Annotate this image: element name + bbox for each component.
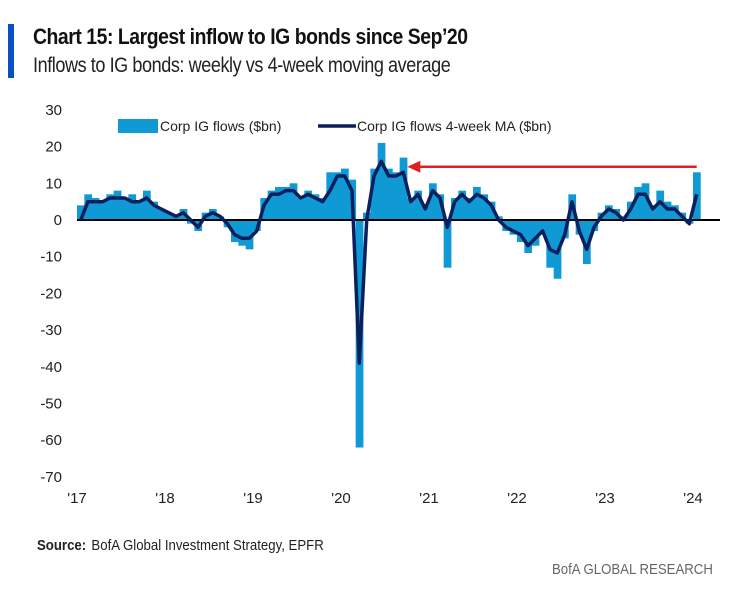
x-tick-label: '17 bbox=[67, 490, 87, 507]
flow-bar bbox=[91, 197, 100, 220]
flow-bar bbox=[319, 197, 327, 220]
flow-bar bbox=[641, 183, 650, 220]
flow-bar bbox=[128, 194, 137, 220]
x-tick-label: '24 bbox=[683, 490, 703, 507]
flow-bar bbox=[634, 186, 643, 220]
source-label: Source: bbox=[37, 537, 87, 554]
flow-bar bbox=[157, 208, 166, 220]
source-text: BofA Global Investment Strategy, EPFR bbox=[91, 537, 324, 554]
flow-bar bbox=[392, 172, 401, 220]
flow-bar bbox=[143, 190, 151, 220]
flow-bar bbox=[414, 190, 423, 220]
flow-bar bbox=[407, 197, 415, 220]
flow-bar bbox=[443, 220, 452, 268]
y-tick-label: -40 bbox=[40, 359, 62, 376]
flow-bar bbox=[275, 186, 283, 220]
x-tick-label: '23 bbox=[595, 490, 615, 507]
flow-bar bbox=[480, 194, 489, 220]
flow-bar bbox=[165, 212, 173, 220]
flow-bar bbox=[311, 194, 320, 220]
flow-bar bbox=[121, 197, 129, 220]
flow-bar bbox=[231, 220, 239, 243]
flow-bar bbox=[487, 201, 496, 220]
flow-bar bbox=[304, 190, 313, 220]
flow-bar bbox=[370, 168, 379, 220]
x-tick-label: '18 bbox=[155, 490, 175, 507]
flow-bar bbox=[539, 220, 547, 235]
arrow-head bbox=[407, 160, 421, 173]
y-tick-label: 30 bbox=[45, 102, 62, 119]
flow-bar bbox=[458, 190, 467, 220]
y-tick-label: -50 bbox=[40, 396, 62, 413]
x-tick-label: '21 bbox=[419, 490, 439, 507]
flow-bar bbox=[99, 201, 107, 220]
y-tick-label: -60 bbox=[40, 432, 62, 449]
flow-bar bbox=[465, 197, 474, 220]
flow-bar bbox=[150, 201, 159, 220]
flow-bar bbox=[451, 197, 459, 220]
flow-bar bbox=[377, 142, 386, 220]
flow-bar bbox=[289, 183, 298, 220]
flow-bar bbox=[524, 220, 533, 254]
source-note: Source: BofA Global Investment Strategy, … bbox=[37, 537, 324, 554]
y-tick-label: -20 bbox=[40, 285, 62, 302]
legend-label-ma: Corp IG flows 4-week MA ($bn) bbox=[357, 118, 552, 134]
legend-label-flows: Corp IG flows ($bn) bbox=[160, 118, 281, 134]
flow-bar bbox=[671, 205, 679, 220]
y-tick-label: -70 bbox=[40, 469, 62, 486]
flow-bar bbox=[245, 220, 254, 250]
y-tick-label: 20 bbox=[45, 139, 62, 156]
x-tick-label: '19 bbox=[243, 490, 263, 507]
y-tick-label: -30 bbox=[40, 322, 62, 339]
title-accent-bar bbox=[8, 24, 14, 78]
flow-bar bbox=[297, 197, 305, 220]
flow-bar bbox=[605, 205, 613, 220]
flow-bar bbox=[106, 194, 115, 220]
legend-swatch-flows bbox=[118, 119, 158, 133]
flow-bar bbox=[282, 186, 291, 220]
flow-bar bbox=[531, 220, 540, 246]
flow-bar bbox=[267, 190, 276, 220]
flow-bar bbox=[238, 220, 247, 246]
flow-bar bbox=[546, 220, 555, 268]
flow-bar bbox=[473, 186, 481, 220]
flow-bar bbox=[509, 220, 518, 235]
annotation-arrow bbox=[407, 160, 697, 173]
flow-bar bbox=[77, 205, 85, 220]
flow-bar bbox=[135, 201, 144, 220]
flow-bar bbox=[583, 220, 591, 265]
flow-bar bbox=[113, 190, 122, 220]
ma-line bbox=[79, 159, 699, 365]
flow-bar bbox=[84, 194, 93, 220]
flow-bar bbox=[333, 172, 342, 220]
flow-bar bbox=[326, 172, 335, 220]
flow-bar bbox=[385, 168, 393, 220]
brand-footer: BofA GLOBAL RESEARCH bbox=[552, 561, 713, 578]
y-tick-label: -10 bbox=[40, 249, 62, 266]
flow-bar bbox=[399, 157, 408, 220]
chart-title: Chart 15: Largest inflow to IG bonds sin… bbox=[33, 24, 468, 49]
flow-bar bbox=[517, 220, 525, 243]
flow-bar bbox=[656, 190, 665, 220]
flow-bar bbox=[341, 168, 349, 220]
flow-bar bbox=[429, 183, 437, 220]
flow-bar bbox=[421, 205, 430, 220]
flow-bar bbox=[649, 205, 657, 220]
flow-bar bbox=[172, 216, 181, 220]
legend: Corp IG flows ($bn) Corp IG flows 4-week… bbox=[118, 118, 552, 134]
flow-bar bbox=[663, 201, 672, 220]
chart-subtitle: Inflows to IG bonds: weekly vs 4-week mo… bbox=[33, 54, 451, 77]
y-tick-label: 10 bbox=[45, 175, 62, 192]
x-tick-label: '20 bbox=[331, 490, 351, 507]
flow-bar bbox=[436, 194, 445, 220]
y-tick-label: 0 bbox=[54, 212, 62, 229]
x-tick-label: '22 bbox=[507, 490, 527, 507]
